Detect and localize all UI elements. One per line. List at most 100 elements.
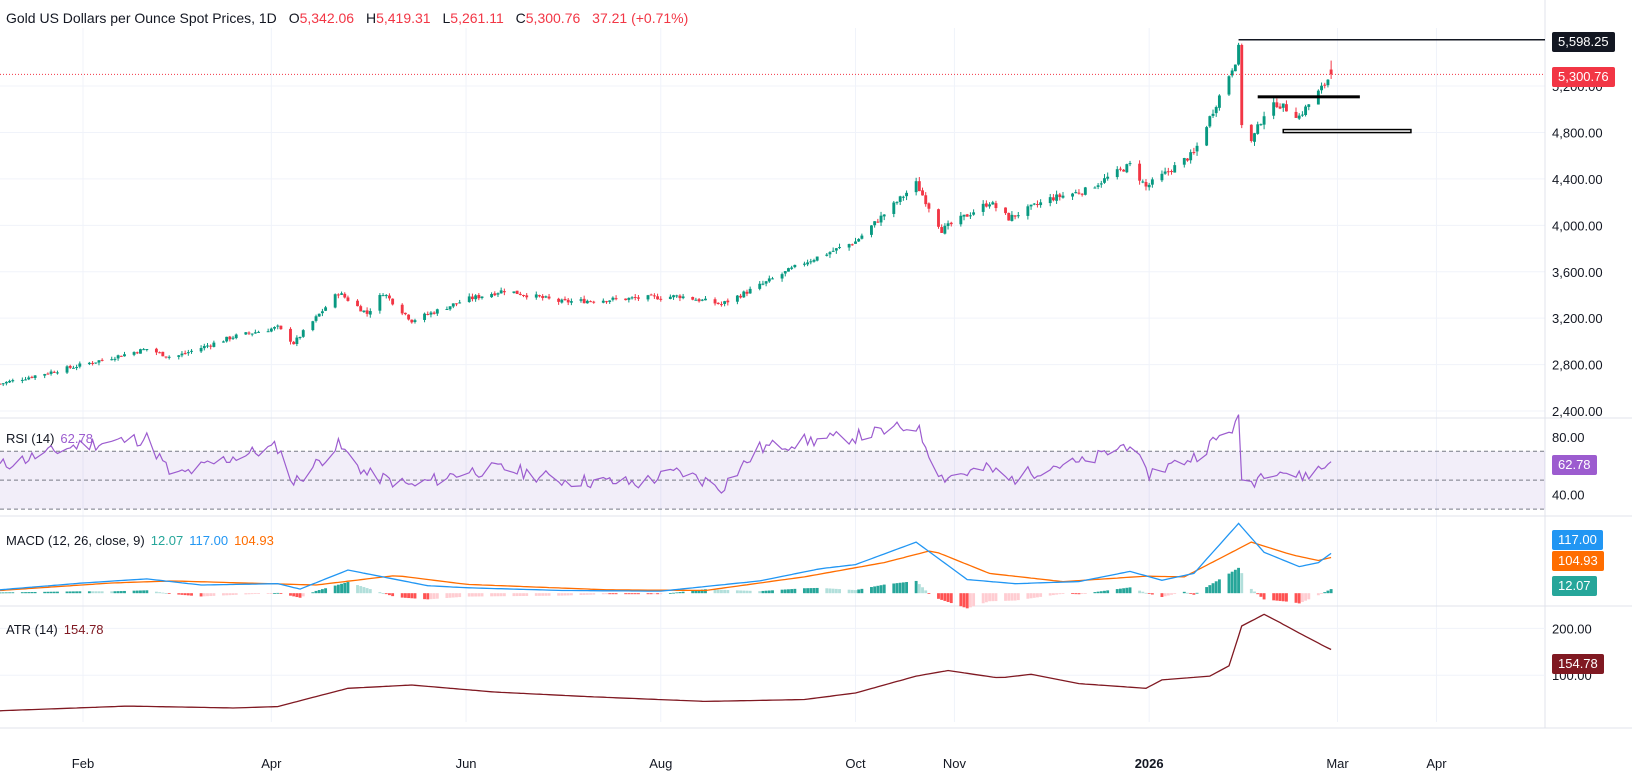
macd-histogram-bar [557, 593, 561, 596]
symbol-title[interactable]: Gold US Dollars per Ounce Spot Prices [6, 10, 252, 26]
macd-histogram-bar [1055, 593, 1059, 595]
candle-body [1300, 114, 1304, 116]
macd-histogram-bar [1182, 591, 1186, 594]
candle-body [289, 328, 292, 342]
candle-body [1230, 70, 1234, 76]
macd-histogram-bar [965, 593, 969, 609]
candle-body [1237, 44, 1240, 65]
macd-histogram-bar [1208, 585, 1212, 594]
macd-histogram-bar [1214, 581, 1218, 594]
atr-pane-label[interactable]: ATR (14) 154.78 [6, 622, 110, 637]
candle-body [1182, 158, 1186, 165]
candle-body [1294, 111, 1298, 118]
candle-body [522, 295, 525, 297]
rsi-pane-label[interactable]: RSI (14) 62.78 [6, 431, 99, 446]
macd-histogram-bar [423, 593, 426, 600]
candle-body [426, 313, 430, 315]
candle-body [359, 306, 363, 312]
candle-body [601, 300, 605, 303]
macd-histogram-bar [266, 593, 270, 594]
macd-histogram-bar [627, 593, 631, 595]
candle-body [116, 355, 120, 359]
macd-histogram-bar [560, 593, 564, 596]
macd-histogram-bar [435, 593, 439, 599]
macd-histogram-bar [225, 593, 229, 596]
candle-body [518, 293, 522, 295]
candle-body [614, 298, 618, 300]
candle-body [1058, 194, 1062, 198]
macd-histogram-bar [668, 593, 672, 594]
candle-body [1004, 207, 1007, 214]
macd-histogram-bar [381, 593, 385, 594]
candle-body [158, 352, 162, 354]
macd-histogram-bar [981, 593, 985, 604]
macd-histogram-bar [566, 593, 570, 596]
candle-body [723, 301, 727, 304]
candle-body [1016, 215, 1020, 217]
macd-histogram-bar [78, 591, 82, 594]
candle-body [713, 299, 717, 304]
candle-body [1122, 169, 1126, 172]
macd-histogram-bar [154, 591, 158, 594]
macd-histogram-bar [368, 589, 372, 594]
candle-body [1227, 76, 1231, 95]
candle-body [544, 296, 548, 298]
candle-body [78, 363, 82, 367]
candle-body [295, 337, 299, 345]
macd-histogram-bar [959, 593, 963, 607]
candle-body [611, 297, 615, 300]
macd-histogram-bar [1144, 592, 1148, 594]
time-axis-label: Oct [845, 756, 866, 771]
candle-body [199, 348, 203, 352]
candle-body [1160, 173, 1164, 181]
macd-histogram-bar [991, 593, 995, 602]
candle-body [905, 192, 909, 197]
candle-body [589, 301, 592, 303]
candle-body [56, 372, 59, 374]
macd-histogram-bar [27, 592, 31, 594]
macd-histogram-bar [135, 590, 139, 594]
candle-body [123, 354, 126, 357]
candle-body [381, 295, 385, 297]
macd-histogram-bar [474, 593, 478, 597]
macd-histogram-bar [1083, 593, 1087, 594]
macd-histogram-bar [1259, 593, 1263, 597]
time-axis-label: Apr [1426, 756, 1447, 771]
candle-body [946, 223, 950, 226]
macd-histogram-bar [273, 593, 276, 594]
macd-value-badge: 117.00 [1552, 530, 1603, 550]
macd-histogram-bar [1323, 592, 1327, 594]
candle-body [857, 239, 861, 242]
candle-body [767, 278, 771, 282]
candle-body [806, 262, 810, 265]
macd-histogram-bar [56, 591, 59, 594]
candle-body [368, 311, 372, 315]
candle-body [787, 268, 790, 272]
macd-histogram-bar [547, 593, 551, 596]
candle-body [793, 264, 797, 268]
macd-histogram-bar [356, 585, 359, 594]
candle-body [1262, 116, 1266, 125]
macd-histogram-bar [758, 591, 762, 594]
macd-pane-label[interactable]: MACD (12, 26, close, 9) 12.07 117.00 104.93 [6, 533, 280, 548]
macd-histogram-bar [1115, 589, 1119, 594]
macd-histogram-bar [917, 584, 921, 594]
macd-histogram-bar [1316, 593, 1320, 596]
candle-body [828, 252, 832, 255]
macd-histogram-bar [234, 593, 238, 595]
candle-body [758, 283, 762, 289]
candle-body [186, 352, 190, 354]
candle-body [343, 293, 347, 298]
candle-body [499, 290, 503, 294]
candle-body [52, 371, 56, 373]
macd-histogram-bar [490, 593, 494, 597]
candle-body [636, 297, 640, 299]
macd-histogram-bar [1029, 593, 1033, 599]
macd-histogram-bar [359, 586, 363, 594]
macd-histogram-bar [1010, 593, 1014, 601]
candle-body [1281, 103, 1285, 108]
candle-body [298, 336, 302, 338]
price-axis-label: 2,400.00 [1552, 404, 1603, 419]
interval-label[interactable]: 1D [258, 10, 277, 26]
